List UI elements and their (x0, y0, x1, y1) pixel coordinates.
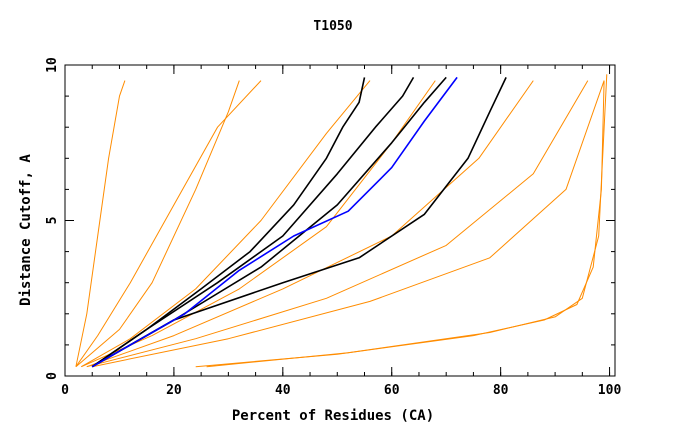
series-line-background-6 (86, 80, 589, 368)
series-line-background-5 (86, 80, 534, 368)
series-line-highlight-black-13 (91, 77, 507, 368)
x-axis-label: Percent of Residues (CA) (232, 408, 434, 424)
series-line-highlight-black-11 (91, 76, 415, 368)
series-line-background-4 (81, 80, 436, 368)
series-layer (75, 74, 608, 368)
series-line-background-7 (92, 80, 605, 368)
x-tick-label: 20 (166, 383, 182, 398)
y-tick-label: 5 (45, 217, 60, 225)
x-tick-label: 40 (275, 383, 291, 398)
series-line-background-2 (75, 80, 262, 367)
y-tick-label: 10 (45, 57, 60, 73)
axes-layer: 0 20 40 60 80 100 0 5 10 (45, 57, 621, 398)
series-line-background-9 (206, 74, 608, 368)
x-tick-label: 80 (493, 383, 509, 398)
chart-title: T1050 (313, 19, 352, 34)
series-line-background-0 (75, 80, 240, 368)
series-line-background-3 (81, 80, 371, 368)
x-tick-label: 100 (598, 383, 622, 398)
x-tick-label: 60 (384, 383, 400, 398)
x-tick-label: 0 (61, 383, 69, 398)
series-line-highlight-blue-14 (91, 76, 458, 368)
series-line-highlight-black-10 (91, 77, 366, 368)
series-line-background-1 (75, 80, 126, 367)
y-tick-label: 0 (45, 372, 60, 380)
y-axis-label: Distance Cutoff, A (18, 154, 34, 306)
